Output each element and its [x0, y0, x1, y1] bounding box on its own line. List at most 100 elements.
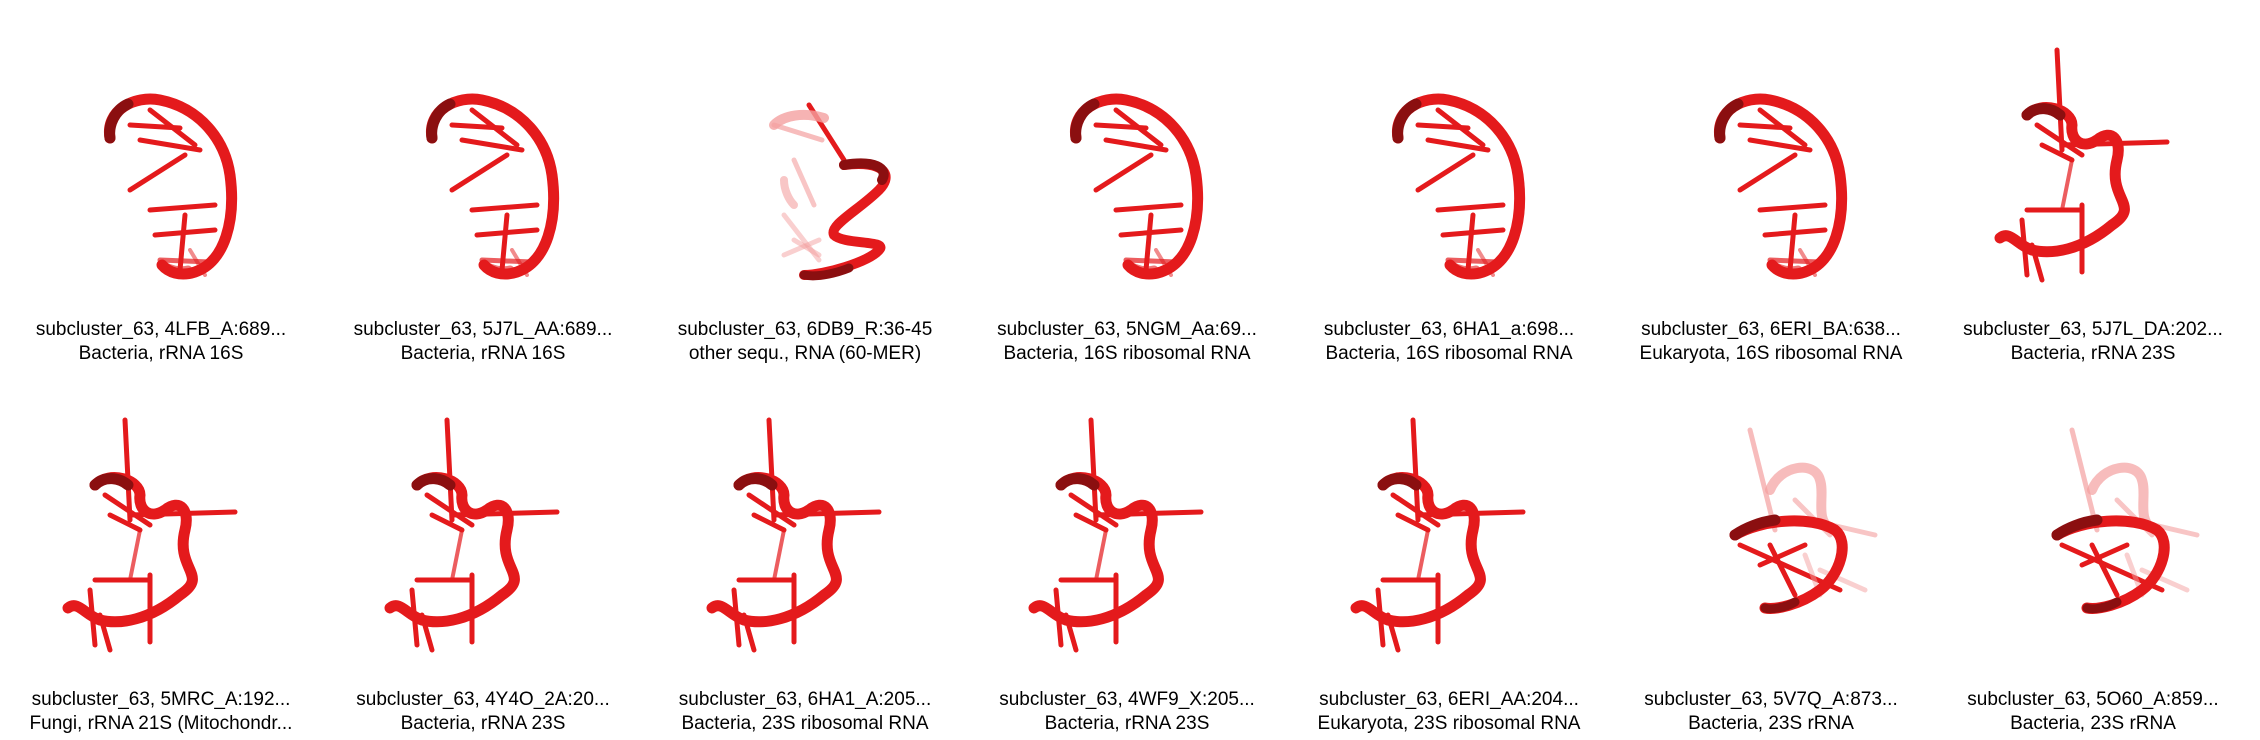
structure-title: subcluster_63, 5J7L_DA:202...: [1963, 319, 2223, 340]
base-stick: [459, 137, 525, 153]
base-stick: [102, 492, 153, 528]
structure-subtitle: Bacteria, rRNA 16S: [400, 343, 566, 364]
structure-caption: subcluster_63, 4Y4O_2A:20... Bacteria, r…: [322, 688, 644, 736]
rna-structure-image: [1350, 417, 1526, 653]
backbone-ribbon: [706, 472, 842, 628]
backbone-ribbon: [1714, 98, 1744, 144]
base-stick: [751, 512, 787, 533]
base-stick: [1103, 137, 1169, 153]
structure-card: subcluster_63, 5MRC_A:192... Fungi, rRNA…: [0, 370, 322, 740]
structure-card: subcluster_63, 6HA1_a:698... Bacteria, 1…: [1288, 0, 1610, 370]
base-stick: [429, 512, 465, 533]
base-stick: [450, 528, 464, 582]
base-stick: [2054, 47, 2065, 153]
structure-caption: subcluster_63, 6HA1_a:698... Bacteria, 1…: [1288, 318, 1610, 366]
base-stick: [1073, 512, 1109, 533]
structure-title: subcluster_63, 4LFB_A:689...: [35, 319, 287, 340]
rna-ribbon-group: [1028, 417, 1204, 653]
base-stick: [469, 202, 540, 213]
base-stick: [2060, 158, 2074, 212]
base-stick: [128, 528, 142, 582]
structure-title: subcluster_63, 6DB9_R:36-45: [677, 319, 933, 340]
structure-caption: subcluster_63, 5J7L_DA:202... Bacteria, …: [1932, 318, 2254, 366]
base-stick: [1435, 107, 1486, 148]
structure-caption: subcluster_63, 5MRC_A:192... Fungi, rRNA…: [0, 688, 322, 736]
base-stick: [2034, 122, 2085, 158]
backbone-ribbon: [2021, 103, 2066, 121]
base-stick: [1757, 202, 1828, 213]
structure-title: subcluster_63, 6ERI_AA:204...: [1319, 689, 1579, 710]
backbone-ribbon: [1123, 260, 1159, 276]
base-stick: [2069, 427, 2100, 533]
base-stick: [1747, 137, 1813, 153]
structure-card: subcluster_63, 6DB9_R:36-45 other sequ.,…: [644, 0, 966, 370]
structure-card: subcluster_63, 6ERI_AA:204... Eukaryota,…: [1288, 370, 1610, 740]
base-stick: [1425, 137, 1491, 153]
base-stick: [781, 237, 822, 258]
structure-subtitle: Bacteria, 23S rRNA: [1688, 713, 1854, 734]
structure-caption: subcluster_63, 4WF9_X:205... Bacteria, r…: [966, 688, 1288, 736]
base-stick: [1415, 152, 1476, 193]
structure-caption: subcluster_63, 4LFB_A:689... Bacteria, r…: [0, 318, 322, 366]
backbone-ribbon: [1760, 597, 1800, 614]
base-stick: [1068, 492, 1119, 528]
rna-structure-image: [2051, 427, 2200, 614]
backbone-ribbon: [384, 472, 520, 628]
rna-ribbon-group: [1070, 93, 1204, 280]
structure-title: subcluster_63, 5O60_A:859...: [1967, 689, 2219, 710]
structure-subtitle: Bacteria, 23S rRNA: [2010, 713, 2176, 734]
rna-structure-image: [769, 102, 891, 281]
base-stick: [499, 212, 510, 273]
structure-title: subcluster_63, 5J7L_AA:689...: [353, 319, 613, 340]
rna-ribbon-group: [104, 93, 238, 280]
backbone-ribbon: [62, 472, 198, 628]
structure-title: subcluster_63, 5V7Q_A:873...: [1644, 689, 1898, 710]
backbone-ribbon: [2082, 597, 2122, 614]
rna-structure-image: [1714, 93, 1848, 280]
base-stick: [1395, 512, 1431, 533]
backbone-ribbon: [157, 260, 193, 276]
rna-structure-image: [1070, 93, 1204, 280]
base-stick: [147, 202, 218, 213]
structure-title: subcluster_63, 5MRC_A:192...: [31, 689, 291, 710]
structure-card: subcluster_63, 6ERI_BA:638... Eukaryota,…: [1610, 0, 1932, 370]
structure-card: subcluster_63, 4LFB_A:689... Bacteria, r…: [0, 0, 322, 370]
base-stick: [122, 417, 133, 523]
backbone-ribbon: [1028, 472, 1164, 628]
structure-caption: subcluster_63, 5V7Q_A:873... Bacteria, 2…: [1610, 688, 1932, 736]
base-stick: [137, 137, 203, 153]
base-stick: [1143, 212, 1154, 273]
base-stick: [1445, 257, 1501, 265]
base-stick: [2089, 542, 2120, 598]
structure-title: subcluster_63, 6HA1_a:698...: [1323, 319, 1575, 340]
structure-title: subcluster_63, 5NGM_Aa:69...: [997, 319, 1257, 340]
rna-structure-image: [1729, 427, 1878, 614]
backbone-ribbon: [2087, 462, 2157, 533]
base-stick: [1787, 212, 1798, 273]
structure-subtitle: Bacteria, rRNA 23S: [1044, 713, 1210, 734]
rna-structure-image: [62, 417, 238, 653]
structure-card: subcluster_63, 5V7Q_A:873... Bacteria, 2…: [1610, 370, 1932, 740]
structure-caption: subcluster_63, 6HA1_A:205... Bacteria, 2…: [644, 688, 966, 736]
base-stick: [479, 257, 535, 265]
rna-ribbon-group: [1729, 427, 1878, 614]
rna-ribbon-group: [1350, 417, 1526, 653]
base-stick: [2039, 142, 2075, 163]
backbone-ribbon: [104, 98, 134, 144]
backbone-ribbon: [1070, 98, 1100, 144]
base-stick: [177, 212, 188, 273]
backbone-ribbon: [780, 176, 798, 209]
structure-caption: subcluster_63, 6DB9_R:36-45 other sequ.,…: [644, 318, 966, 366]
backbone-ribbon: [411, 473, 456, 491]
base-stick: [1737, 152, 1798, 193]
base-stick: [1113, 202, 1184, 213]
structure-title: subcluster_63, 4WF9_X:205...: [999, 689, 1255, 710]
structure-subtitle: Fungi, rRNA 21S (Mitochondr...: [29, 713, 293, 734]
structure-card: subcluster_63, 4Y4O_2A:20... Bacteria, r…: [322, 370, 644, 740]
rna-structure-image: [384, 417, 560, 653]
backbone-ribbon: [769, 109, 829, 130]
backbone-ribbon: [839, 158, 889, 185]
structure-subtitle: Bacteria, rRNA 23S: [400, 713, 566, 734]
structure-subtitle: Bacteria, 16S ribosomal RNA: [1003, 343, 1251, 364]
